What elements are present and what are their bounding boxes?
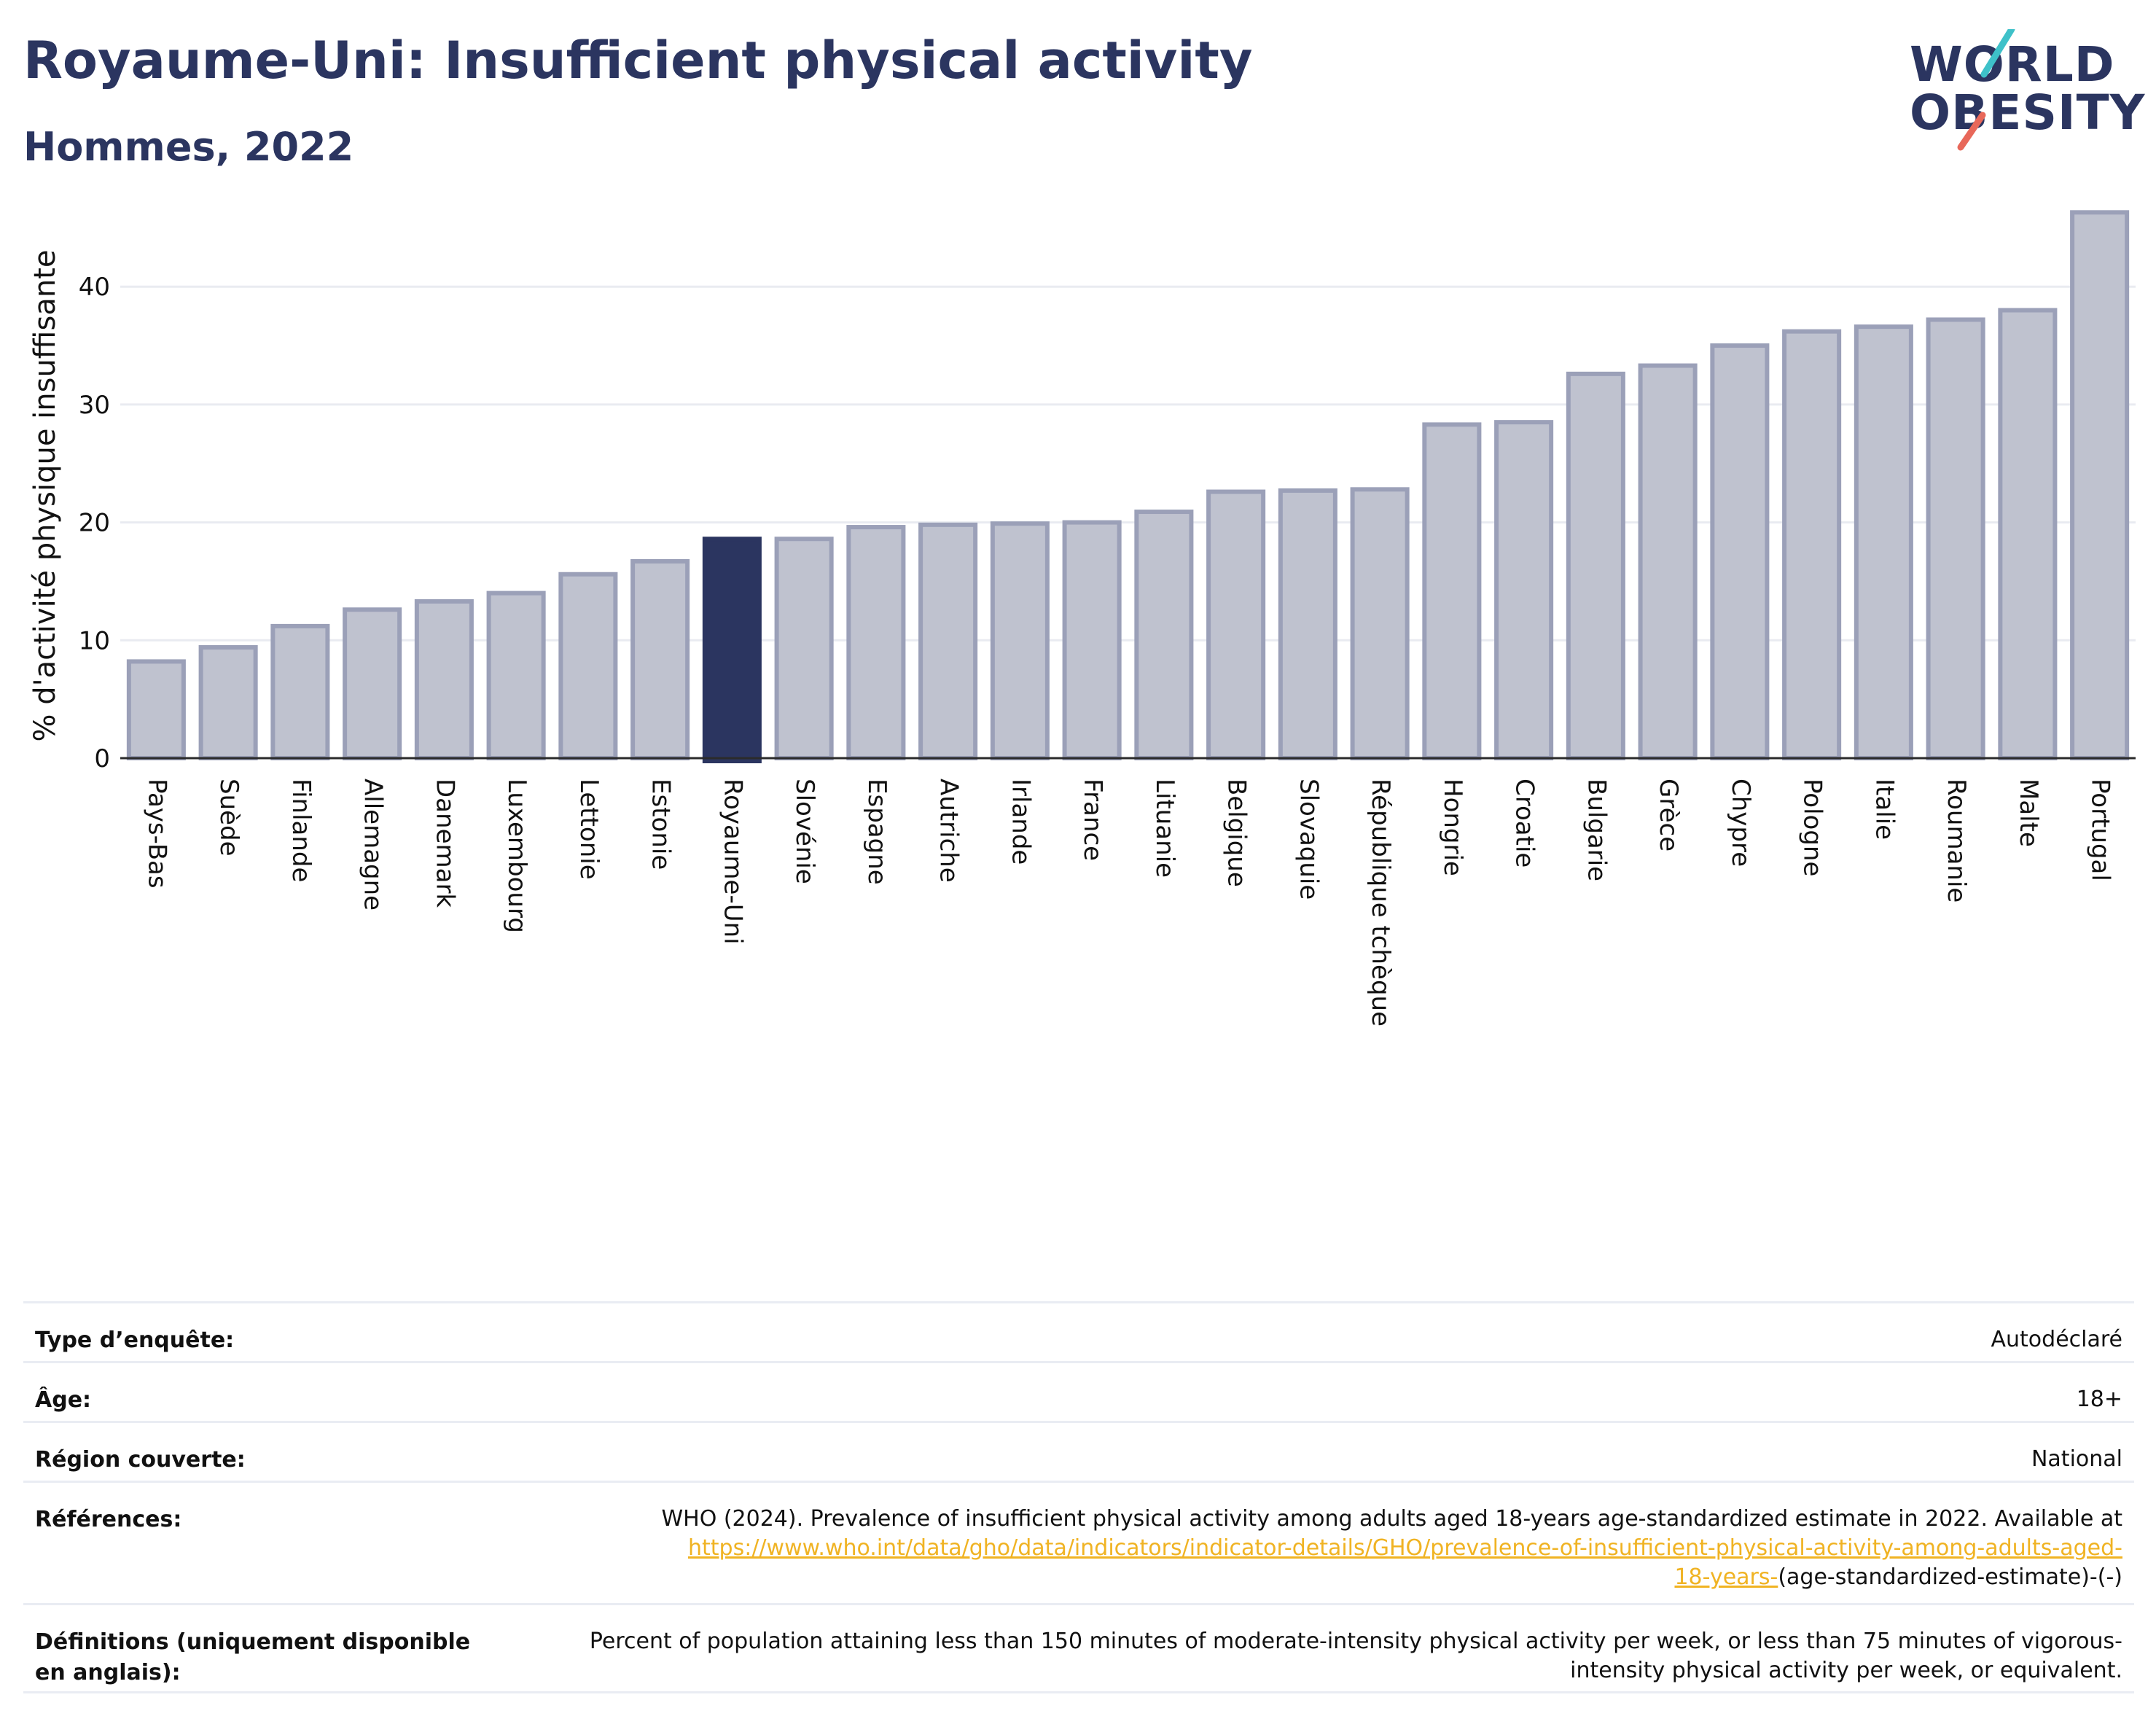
info-row-survey: Type d’enquête: Autodéclaré bbox=[23, 1301, 2134, 1361]
world-obesity-logo: WORLD OBESITY bbox=[1902, 29, 2146, 153]
x-tick-label: Portugal bbox=[2086, 779, 2115, 881]
bar-portugal bbox=[2070, 210, 2130, 760]
bar-estonie bbox=[630, 558, 690, 760]
reference-tail: (age-standardized-estimate)-(-) bbox=[1778, 1564, 2122, 1590]
bar-chart: 0 10 20 30 40 Pays-Bas Suède Finlande Allemagne… bbox=[28, 210, 2136, 1026]
bar-su-de bbox=[198, 645, 258, 760]
page-subtitle: Hommes, 2022 bbox=[23, 124, 354, 170]
bar-pays-bas bbox=[126, 659, 186, 760]
x-tick-label: Slovénie bbox=[790, 779, 819, 884]
x-tick-label: Autriche bbox=[934, 779, 964, 883]
x-tick-label: France bbox=[1078, 779, 1107, 861]
age-value: 18+ bbox=[2076, 1387, 2122, 1412]
logo-line-2: OBESITY bbox=[1910, 85, 2146, 141]
bar-gr-ce bbox=[1638, 363, 1698, 760]
x-tick-label: Finlande bbox=[286, 779, 316, 882]
bar-roumanie bbox=[1926, 317, 1985, 760]
y-tick-label: 30 bbox=[79, 391, 110, 420]
x-tick-label: Malte bbox=[2014, 779, 2043, 847]
x-tick-label: Italie bbox=[1870, 779, 1899, 840]
x-tick-label: Allemagne bbox=[359, 779, 388, 911]
bar-bulgarie bbox=[1566, 371, 1625, 760]
x-tick-label: Suède bbox=[214, 779, 243, 857]
info-table: Type d’enquête: Autodéclaré Âge: 18+ Rég… bbox=[23, 1301, 2134, 1693]
page-title: Royaume-Uni: Insufficient physical activ… bbox=[23, 31, 1253, 90]
x-tick-label: Croatie bbox=[1510, 779, 1539, 868]
bar-luxembourg bbox=[486, 590, 546, 760]
bar-finlande bbox=[270, 623, 330, 760]
bar-lettonie bbox=[558, 572, 618, 761]
survey-label: Type d’enquête: bbox=[35, 1327, 235, 1353]
x-tick-label: Lettonie bbox=[574, 779, 604, 880]
bar-croatie bbox=[1494, 420, 1554, 760]
survey-value: Autodéclaré bbox=[1991, 1327, 2123, 1352]
x-axis-labels: Pays-Bas Suède Finlande Allemagne Danemark Lu… bbox=[142, 779, 2114, 1026]
x-tick-label: République tchèque bbox=[1366, 779, 1395, 1026]
reference-text: WHO (2024). Prevalence of insufficient p… bbox=[661, 1506, 2122, 1532]
definitions-label: Définitions (uniquement disponible en an… bbox=[35, 1629, 471, 1685]
bar-espagne bbox=[846, 525, 906, 760]
y-tick-label: 20 bbox=[79, 509, 110, 538]
bar-france bbox=[1062, 520, 1122, 760]
x-tick-label: Hongrie bbox=[1438, 779, 1467, 876]
bar-slov-nie bbox=[774, 537, 834, 760]
x-tick-label: Pologne bbox=[1798, 779, 1827, 876]
bar-belgique bbox=[1206, 489, 1266, 760]
y-axis-ticks: 0 10 20 30 40 bbox=[79, 273, 110, 773]
reference-link-end[interactable]: 18-years- bbox=[1674, 1564, 1778, 1590]
x-tick-label: Lituanie bbox=[1150, 779, 1179, 878]
info-row-definitions: Définitions (uniquement disponible en an… bbox=[23, 1603, 2134, 1693]
info-row-references: Références: WHO (2024). Prevalence of in… bbox=[23, 1481, 2134, 1603]
bar-slovaquie bbox=[1278, 488, 1337, 760]
references-label: Références: bbox=[35, 1507, 182, 1532]
x-tick-label: Belgique bbox=[1222, 779, 1251, 887]
x-tick-label: Royaume-Uni bbox=[718, 779, 747, 945]
bars bbox=[126, 210, 2130, 763]
region-value: National bbox=[2031, 1446, 2122, 1472]
y-tick-label: 0 bbox=[94, 744, 110, 773]
x-tick-label: Danemark bbox=[430, 779, 459, 908]
x-tick-label: Slovaquie bbox=[1294, 779, 1323, 900]
logo-slash-icon bbox=[1957, 29, 2015, 151]
references-value: WHO (2024). Prevalence of insufficient p… bbox=[531, 1483, 2134, 1592]
x-tick-label: Estonie bbox=[647, 779, 676, 870]
x-tick-label: Roumanie bbox=[1942, 779, 1971, 902]
x-tick-label: Grèce bbox=[1654, 779, 1683, 851]
info-row-region: Région couverte: National bbox=[23, 1421, 2134, 1481]
age-label: Âge: bbox=[35, 1387, 92, 1413]
bar-allemagne bbox=[343, 607, 402, 760]
definitions-value: Percent of population attaining less tha… bbox=[589, 1629, 2122, 1683]
y-tick-label: 40 bbox=[79, 273, 110, 302]
y-axis-title: % d'activité physique insuffisante bbox=[28, 250, 62, 742]
bar-hongrie bbox=[1422, 422, 1482, 760]
bar-chypre bbox=[1710, 343, 1770, 761]
x-tick-label: Bulgarie bbox=[1582, 779, 1611, 881]
bar-r-publique-tch-que bbox=[1350, 487, 1410, 760]
bar-danemark bbox=[414, 599, 474, 760]
bar-lituanie bbox=[1134, 510, 1194, 760]
info-row-age: Âge: 18+ bbox=[23, 1361, 2134, 1421]
reference-link[interactable]: https://www.who.int/data/gho/data/indica… bbox=[688, 1535, 2122, 1561]
region-label: Région couverte: bbox=[35, 1447, 246, 1473]
bar-irlande bbox=[990, 521, 1050, 760]
logo-line-1: WORLD bbox=[1910, 36, 2115, 93]
x-tick-label: Irlande bbox=[1006, 779, 1035, 865]
bar-autriche bbox=[918, 522, 978, 760]
x-tick-label: Chypre bbox=[1726, 779, 1755, 867]
x-tick-label: Espagne bbox=[862, 779, 891, 885]
bar-pologne bbox=[1782, 329, 1842, 760]
x-tick-label: Luxembourg bbox=[502, 779, 531, 933]
bar-malte bbox=[1998, 308, 2058, 760]
bar-italie bbox=[1854, 324, 1913, 760]
x-tick-label: Pays-Bas bbox=[142, 779, 171, 889]
bar-royaume-uni bbox=[702, 537, 762, 763]
y-tick-label: 10 bbox=[79, 626, 110, 655]
